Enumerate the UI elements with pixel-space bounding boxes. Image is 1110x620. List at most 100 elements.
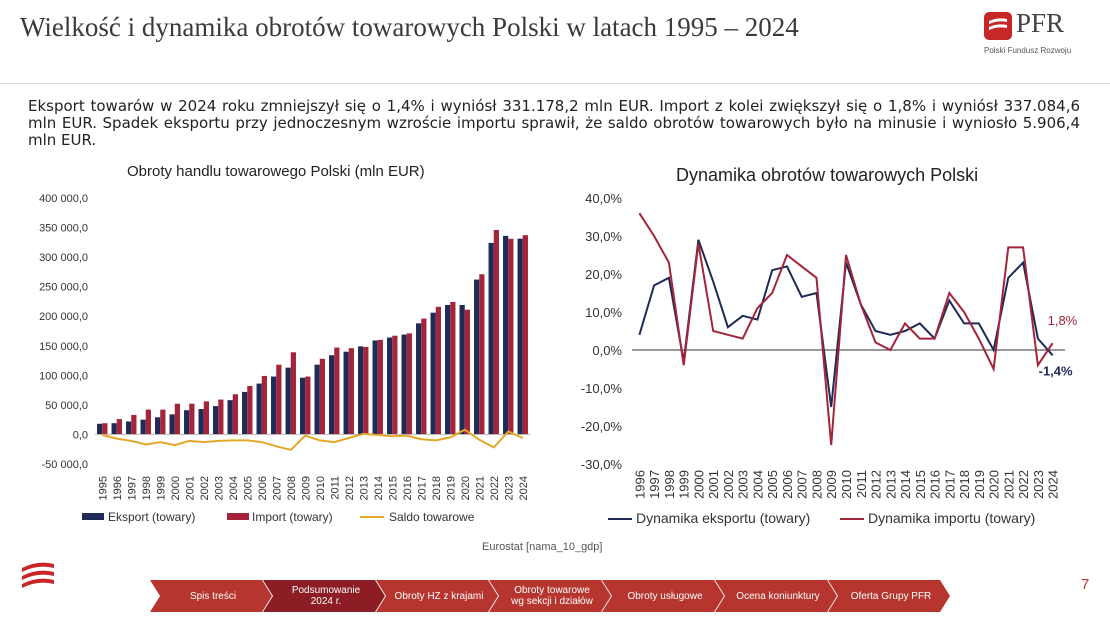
nav-item-spis-tresci[interactable]: Spis treści: [150, 580, 272, 612]
x-tick-label: 2019: [445, 476, 457, 500]
export-bar: [300, 377, 306, 435]
logo-subtitle: Polski Fundusz Rozwoju: [984, 46, 1072, 55]
import-bar: [348, 348, 354, 435]
export-bar: [459, 304, 465, 435]
export-bar: [416, 323, 422, 435]
y-tick-label: 30,0%: [585, 229, 622, 244]
import-bar: [406, 333, 412, 435]
export-bar: [169, 414, 175, 435]
x-tick-label: 2021: [1001, 470, 1016, 499]
import-bar: [363, 346, 369, 435]
export-bar: [140, 419, 146, 435]
x-tick-label: 2020: [460, 476, 472, 500]
x-tick-label: 1997: [647, 470, 662, 499]
x-tick-label: 2005: [765, 470, 780, 499]
x-tick-label: 2023: [1031, 470, 1046, 499]
nav-item-obroty-hz[interactable]: Obroty HZ z krajami: [376, 580, 498, 612]
x-tick-label: 1996: [112, 476, 124, 500]
x-tick-label: 1996: [632, 470, 647, 499]
x-tick-label: 2022: [489, 476, 501, 500]
x-tick-label: 2018: [957, 470, 972, 499]
legend-swatch-export: [82, 513, 104, 520]
y-tick-label: 250 000,0: [39, 282, 88, 294]
export-bar: [387, 337, 393, 435]
nav-item-label: Spis treści: [189, 590, 237, 602]
x-tick-label: 2011: [854, 470, 869, 498]
export-bar: [242, 391, 248, 435]
export-data-label: -1,4%: [1039, 363, 1073, 378]
x-tick-label: 1997: [126, 476, 138, 500]
export-bar: [155, 417, 161, 435]
export-bar: [503, 235, 509, 435]
nav-item-label: Obroty HZ z krajami: [394, 590, 484, 602]
x-tick-label: 2008: [809, 470, 824, 499]
nav-arrow-shape: [715, 580, 837, 612]
x-tick-label: 2016: [928, 470, 943, 499]
x-tick-label: 2009: [824, 470, 839, 499]
nav-item-podsumowanie[interactable]: Podsumowanie 2024 r.: [263, 580, 385, 612]
nav-item-label: Obroty towarowe wg sekcji i działów: [511, 585, 593, 607]
x-tick-label: 2020: [987, 470, 1002, 499]
x-tick-label: 2002: [199, 476, 211, 500]
x-tick-label: 2004: [228, 476, 240, 500]
x-tick-label: 2014: [373, 476, 385, 500]
y-tick-label: 200 000,0: [39, 311, 88, 323]
x-tick-label: 2024: [1046, 470, 1061, 499]
pfr-logo-icon: [984, 12, 1012, 40]
x-tick-label: 2009: [300, 476, 312, 500]
y-tick-label: 20,0%: [585, 267, 622, 282]
nav-arrow-shape: [489, 580, 611, 612]
legend-label-export: Eksport (towary): [108, 510, 195, 524]
export-bar: [271, 376, 277, 435]
import-bar: [131, 414, 137, 435]
nav-arrow-shape: [376, 580, 498, 612]
import-data-label: 1,8%: [1048, 313, 1078, 328]
export-bar: [517, 238, 523, 435]
y-tick-label: 10,0%: [585, 305, 622, 320]
x-tick-label: 2007: [795, 470, 810, 499]
nav-item-obroty-uslugowe[interactable]: Obroty usługowe: [602, 580, 724, 612]
page-number: 7: [1081, 576, 1090, 593]
x-tick-label: 1998: [662, 470, 677, 499]
import-bar: [479, 274, 485, 435]
logo-text: PFR: [1016, 8, 1065, 38]
nav-item-obroty-towarowe[interactable]: Obroty towarowe wg sekcji i działów: [489, 580, 611, 612]
export-bar: [401, 334, 407, 435]
x-tick-label: 1999: [155, 476, 167, 500]
legend-label-export: Dynamika eksportu (towary): [636, 510, 810, 526]
y-tick-label: -30,0%: [581, 457, 623, 472]
intro-paragraph: Eksport towarów w 2024 roku zmniejszył s…: [28, 97, 1080, 149]
nav-item-oferta-grupy[interactable]: Oferta Grupy PFR: [828, 580, 950, 612]
export-bar: [285, 367, 291, 435]
legend-label-balance: Saldo towarowe: [389, 510, 475, 524]
import-bar: [493, 229, 499, 435]
import-bar: [377, 339, 383, 435]
x-tick-label: 2017: [416, 476, 428, 500]
x-tick-label: 2004: [750, 470, 765, 499]
export-bar: [111, 423, 117, 435]
export-bar: [358, 346, 364, 435]
export-bar: [184, 410, 190, 435]
x-tick-label: 2012: [869, 470, 884, 499]
export-bar: [314, 364, 320, 435]
import-bar: [464, 309, 470, 435]
nav-item-ocena-koniunktury[interactable]: Ocena koniunktury: [715, 580, 837, 612]
import-bar: [102, 423, 108, 435]
export-bar: [97, 423, 103, 435]
import-bar: [247, 385, 253, 435]
y-tick-label: 40,0%: [585, 191, 622, 206]
trade-volume-chart-title: Obroty handlu towarowego Polski (mln EUR…: [127, 163, 425, 180]
x-tick-label: 2012: [344, 476, 356, 500]
nav-item-label: Ocena koniunktury: [736, 590, 820, 602]
x-tick-label: 2000: [691, 470, 706, 499]
legend-label-import: Dynamika importu (towary): [868, 510, 1035, 526]
x-tick-label: 2007: [271, 476, 283, 500]
y-tick-label: -50 000,0: [42, 459, 88, 471]
x-tick-label: 2013: [883, 470, 898, 499]
x-tick-label: 2016: [402, 476, 414, 500]
import-bar: [522, 235, 528, 435]
export-bar: [430, 312, 436, 435]
slide-title: Wielkość i dynamika obrotów towarowych P…: [20, 12, 799, 42]
import-bar: [450, 302, 456, 435]
pfr-logo: PFR Polski Fundusz Rozwoju: [984, 8, 1099, 58]
